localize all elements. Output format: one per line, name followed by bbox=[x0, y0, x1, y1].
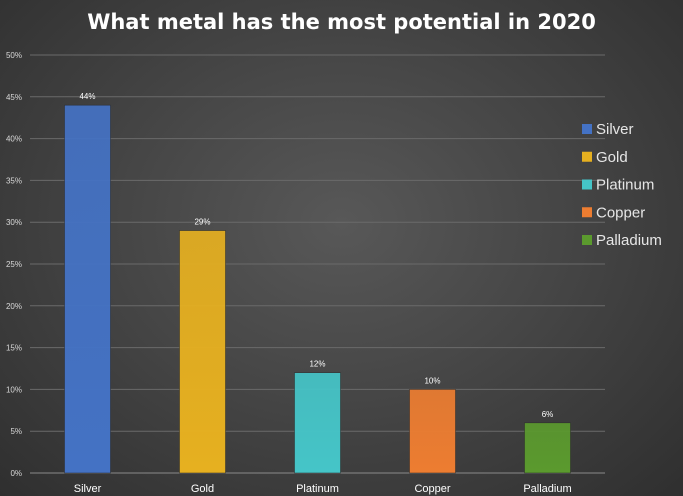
legend-label-palladium: Palladium bbox=[596, 232, 662, 249]
x-tick-label: Silver bbox=[74, 483, 102, 495]
y-tick-label: 40% bbox=[6, 135, 22, 144]
y-tick-label: 10% bbox=[6, 385, 22, 394]
data-label: 29% bbox=[194, 218, 210, 227]
y-tick-label: 45% bbox=[6, 93, 22, 102]
chart-title: What metal has the most potential in 202… bbox=[87, 10, 596, 34]
y-tick-label: 0% bbox=[10, 469, 22, 478]
legend-label-copper: Copper bbox=[596, 204, 645, 221]
y-tick-label: 25% bbox=[6, 260, 22, 269]
data-label: 44% bbox=[79, 92, 95, 101]
x-tick-label: Palladium bbox=[523, 483, 571, 495]
x-tick-label: Copper bbox=[414, 483, 450, 495]
bar-gold bbox=[179, 230, 226, 474]
data-label: 6% bbox=[542, 410, 554, 419]
legend-swatch-gold bbox=[582, 151, 592, 162]
legend-label-gold: Gold bbox=[596, 149, 628, 166]
bar-platinum bbox=[294, 372, 341, 474]
x-tick-label: Gold bbox=[191, 483, 214, 495]
bar-silver bbox=[64, 104, 111, 474]
y-tick-label: 20% bbox=[6, 302, 22, 311]
x-tick-label: Platinum bbox=[296, 483, 339, 495]
legend-label-silver: Silver bbox=[596, 121, 634, 138]
legend-swatch-copper bbox=[582, 207, 592, 218]
y-tick-label: 35% bbox=[6, 176, 22, 185]
data-label: 12% bbox=[309, 360, 325, 369]
y-tick-label: 30% bbox=[6, 218, 22, 227]
legend-swatch-silver bbox=[582, 124, 592, 134]
y-tick-label: 15% bbox=[6, 344, 22, 353]
bar-palladium bbox=[524, 422, 571, 474]
bar-copper bbox=[409, 389, 456, 474]
y-tick-label: 5% bbox=[10, 427, 22, 436]
legend-label-platinum: Platinum bbox=[596, 177, 654, 194]
legend-swatch-platinum bbox=[582, 179, 592, 190]
legend-swatch-palladium bbox=[582, 235, 592, 245]
data-label: 10% bbox=[424, 376, 440, 385]
y-tick-label: 50% bbox=[6, 51, 22, 60]
